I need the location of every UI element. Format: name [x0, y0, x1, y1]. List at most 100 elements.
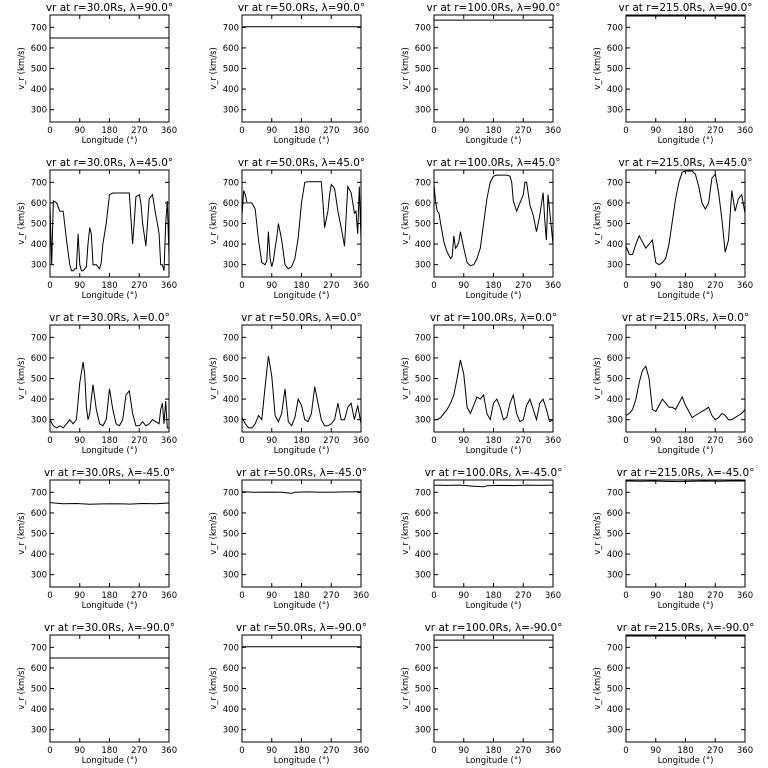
y-tick-label: 700 — [223, 23, 239, 33]
x-tick-label: 180 — [677, 436, 693, 446]
axes-frame — [49, 169, 170, 278]
x-tick-label: 270 — [707, 126, 723, 136]
subplot-9: vr at r=30.0Rs, λ=0.0° 0 90 180 270 360 300 400… — [17, 312, 177, 456]
x-axis-label: Longitude (°) — [466, 446, 522, 456]
y-tick-label: 600 — [415, 509, 431, 519]
y-tick-label: 700 — [223, 178, 239, 188]
subplot-title: vr at r=215.0Rs, λ=0.0° — [622, 312, 749, 324]
x-tick-label: 90 — [74, 746, 85, 756]
subplot-5: vr at r=30.0Rs, λ=45.0° 0 90 180 270 360 300 40… — [17, 157, 177, 301]
y-tick-label: 400 — [223, 395, 239, 405]
y-tick-label: 500 — [223, 220, 239, 230]
y-tick-label: 600 — [607, 509, 623, 519]
x-tick-label: 270 — [515, 126, 531, 136]
y-tick-label: 700 — [415, 23, 431, 33]
x-tick-label: 360 — [353, 746, 369, 756]
subplot-title: vr at r=50.0Rs, λ=-90.0° — [236, 622, 367, 634]
x-tick-label: 270 — [323, 281, 339, 291]
series-line — [434, 174, 553, 267]
y-tick-label: 700 — [223, 488, 239, 498]
x-tick-label: 180 — [293, 591, 309, 601]
y-axis-label: v_r (km/s) — [401, 357, 411, 400]
y-tick-label: 300 — [223, 261, 239, 271]
axes-frame — [241, 479, 362, 588]
y-tick-label: 500 — [223, 65, 239, 75]
y-tick-label: 500 — [31, 685, 47, 695]
x-tick-label: 270 — [515, 436, 531, 446]
y-axis-label: v_r (km/s) — [17, 512, 27, 555]
x-axis-label: Longitude (°) — [274, 136, 330, 146]
y-axis-label: v_r (km/s) — [593, 512, 603, 555]
series-line — [242, 181, 361, 270]
x-tick-label: 360 — [161, 591, 177, 601]
y-tick-label: 400 — [31, 240, 47, 250]
x-tick-label: 360 — [737, 746, 753, 756]
subplot-17: vr at r=30.0Rs, λ=-90.0° 0 90 180 270 360 300 4… — [17, 622, 177, 766]
axes-frame — [49, 634, 170, 743]
series-line — [626, 480, 745, 483]
subplot-19: vr at r=100.0Rs, λ=-90.0° 0 90 180 270 360 300… — [401, 622, 562, 766]
y-tick-label: 500 — [607, 530, 623, 540]
x-tick-label: 90 — [74, 126, 85, 136]
y-tick-label: 700 — [31, 643, 47, 653]
y-tick-label: 600 — [607, 664, 623, 674]
x-tick-label: 270 — [707, 591, 723, 601]
series-line — [242, 355, 361, 429]
y-tick-label: 500 — [415, 65, 431, 75]
x-tick-label: 0 — [623, 591, 628, 601]
y-tick-label: 700 — [223, 333, 239, 343]
series-line — [434, 359, 553, 423]
x-tick-label: 90 — [650, 436, 661, 446]
y-tick-label: 300 — [31, 416, 47, 426]
y-axis-label: v_r (km/s) — [593, 667, 603, 710]
y-tick-label: 500 — [607, 685, 623, 695]
x-axis-label: Longitude (°) — [658, 756, 714, 766]
subplot-13: vr at r=30.0Rs, λ=-45.0° 0 90 180 270 360 300 4… — [17, 467, 177, 611]
series-line — [50, 361, 169, 429]
y-tick-label: 300 — [415, 106, 431, 116]
y-tick-label: 400 — [31, 705, 47, 715]
x-axis-label: Longitude (°) — [274, 601, 330, 611]
x-tick-label: 90 — [266, 591, 277, 601]
y-tick-label: 500 — [415, 220, 431, 230]
y-tick-label: 400 — [223, 240, 239, 250]
x-tick-label: 180 — [293, 746, 309, 756]
y-tick-label: 300 — [607, 261, 623, 271]
x-tick-label: 180 — [677, 281, 693, 291]
x-axis-label: Longitude (°) — [274, 756, 330, 766]
y-axis-label: v_r (km/s) — [401, 202, 411, 245]
x-axis-label: Longitude (°) — [274, 446, 330, 456]
axes-frame — [625, 479, 746, 588]
subplot-12: vr at r=215.0Rs, λ=0.0° 0 90 180 270 360 300 40… — [593, 312, 753, 456]
x-tick-label: 0 — [431, 281, 436, 291]
x-tick-label: 90 — [458, 281, 469, 291]
x-tick-label: 270 — [323, 746, 339, 756]
series-line — [626, 170, 745, 266]
y-tick-label: 400 — [607, 240, 623, 250]
x-tick-label: 360 — [161, 746, 177, 756]
axes-frame — [49, 479, 170, 588]
y-tick-label: 700 — [31, 178, 47, 188]
axes-frame — [625, 324, 746, 433]
y-tick-label: 400 — [415, 550, 431, 560]
x-tick-label: 180 — [101, 436, 117, 446]
axes-frame — [625, 14, 746, 123]
y-tick-label: 600 — [31, 199, 47, 209]
y-axis-label: v_r (km/s) — [209, 512, 219, 555]
x-tick-label: 360 — [545, 126, 561, 136]
subplot-title: vr at r=215.0Rs, λ=45.0° — [618, 157, 752, 169]
y-tick-label: 400 — [223, 705, 239, 715]
x-axis-label: Longitude (°) — [658, 446, 714, 456]
y-tick-label: 500 — [31, 220, 47, 230]
x-tick-label: 0 — [431, 591, 436, 601]
x-tick-label: 270 — [131, 126, 147, 136]
y-tick-label: 400 — [223, 550, 239, 560]
x-tick-label: 90 — [458, 591, 469, 601]
x-tick-label: 0 — [431, 126, 436, 136]
y-tick-label: 600 — [223, 354, 239, 364]
x-tick-label: 0 — [47, 281, 52, 291]
subplot-2: vr at r=50.0Rs, λ=90.0° 0 90 180 270 360 300 40… — [209, 2, 369, 146]
x-tick-label: 90 — [266, 436, 277, 446]
subplot-title: vr at r=215.0Rs, λ=-45.0° — [617, 467, 755, 479]
